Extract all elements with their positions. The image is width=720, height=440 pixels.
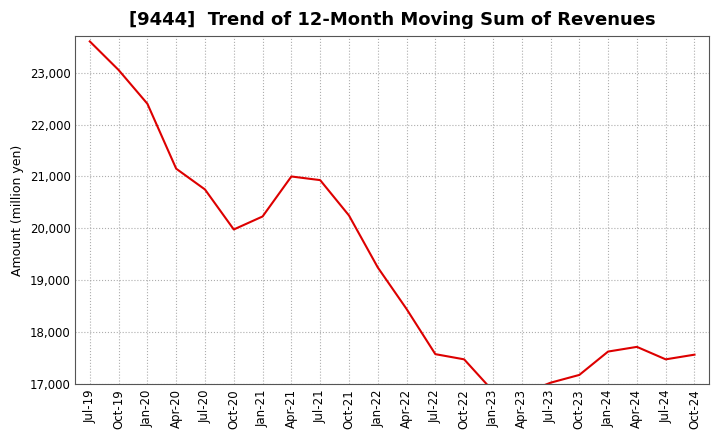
Y-axis label: Amount (million yen): Amount (million yen)	[11, 145, 24, 276]
Title: [9444]  Trend of 12-Month Moving Sum of Revenues: [9444] Trend of 12-Month Moving Sum of R…	[129, 11, 655, 29]
